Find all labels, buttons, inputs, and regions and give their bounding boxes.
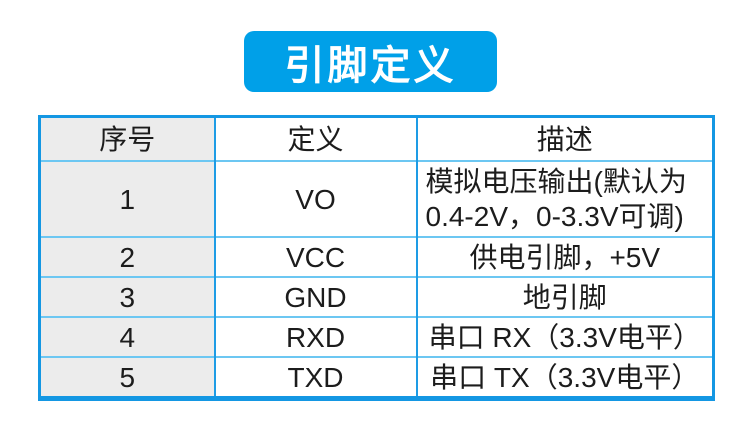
pin-definition-table: 序号 定义 描述 1 VO 模拟电压输出(默认为 0.4-2V，0-3.3V可调… — [38, 115, 715, 401]
header-number: 序号 — [39, 116, 215, 161]
pin-name: VO — [213, 160, 417, 237]
pin-description: 串口 TX（3.3V电平） — [415, 356, 714, 399]
table-row: 3 GND 地引脚 — [39, 276, 714, 317]
header-description: 描述 — [415, 116, 714, 161]
pin-description: 供电引脚，+5V — [415, 236, 714, 277]
table-header: 序号 定义 描述 — [39, 116, 714, 161]
pin-name: VCC — [213, 236, 417, 277]
pin-number: 5 — [39, 356, 215, 399]
pin-description: 模拟电压输出(默认为 0.4-2V，0-3.3V可调) — [415, 160, 714, 237]
page-title-text: 引脚定义 — [284, 43, 457, 88]
pin-number: 4 — [39, 316, 215, 357]
pin-description: 地引脚 — [415, 276, 714, 317]
table-body: 1 VO 模拟电压输出(默认为 0.4-2V，0-3.3V可调) 2 VCC 供… — [39, 160, 714, 399]
pin-number: 2 — [39, 236, 215, 277]
table-row: 5 TXD 串口 TX（3.3V电平） — [39, 356, 714, 399]
table-row: 4 RXD 串口 RX（3.3V电平） — [39, 316, 714, 357]
pin-number: 3 — [39, 276, 215, 317]
header-row: 序号 定义 描述 — [39, 116, 714, 161]
pin-description: 串口 RX（3.3V电平） — [415, 316, 714, 357]
table-row: 1 VO 模拟电压输出(默认为 0.4-2V，0-3.3V可调) — [39, 160, 714, 237]
pin-number: 1 — [39, 160, 215, 237]
page-title: 引脚定义 — [244, 31, 497, 92]
header-definition: 定义 — [213, 116, 417, 161]
pin-name: GND — [213, 276, 417, 317]
pin-name: TXD — [213, 356, 417, 399]
pin-name: RXD — [213, 316, 417, 357]
table-row: 2 VCC 供电引脚，+5V — [39, 236, 714, 277]
